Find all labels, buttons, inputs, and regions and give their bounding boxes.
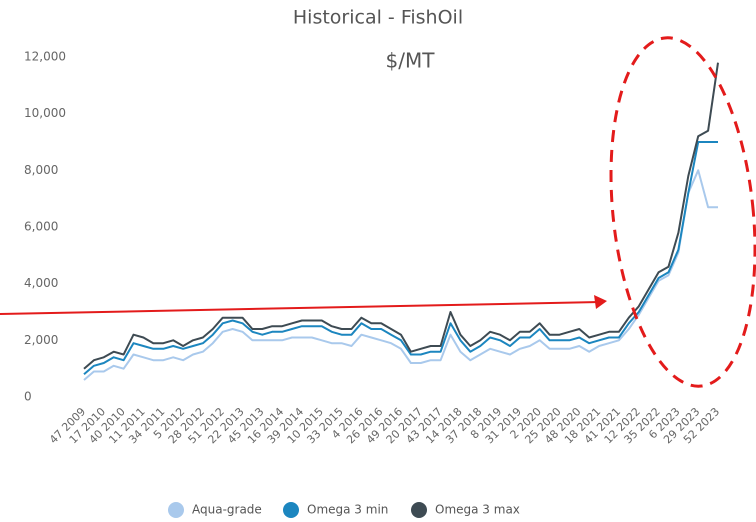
y-tick-label: 10,000 (24, 106, 66, 120)
chart-subtitle: $/MT (386, 49, 436, 73)
legend-label: Aqua-grade (192, 503, 262, 517)
legend-label: Omega 3 min (307, 503, 388, 517)
annotation-arrowhead (594, 295, 607, 309)
y-tick-label: 4,000 (24, 276, 58, 290)
y-tick-label: 0 (24, 390, 32, 404)
legend-marker (283, 502, 299, 518)
legend: Aqua-grade Omega 3 min Omega 3 max (168, 502, 520, 518)
legend-marker (168, 502, 184, 518)
y-tick-label: 8,000 (24, 163, 58, 177)
series-line (83, 62, 719, 370)
y-tick-label: 12,000 (24, 50, 66, 64)
annotation-arrow (0, 301, 601, 315)
legend-marker (411, 502, 427, 518)
series-line (83, 169, 718, 381)
annotation-ellipse (609, 36, 756, 388)
legend-label: Omega 3 max (435, 503, 520, 517)
y-tick-label: 6,000 (24, 220, 58, 234)
y-tick-label: 2,000 (24, 333, 58, 347)
chart-title: Historical - FishOil (293, 7, 463, 29)
series-line (83, 141, 718, 376)
